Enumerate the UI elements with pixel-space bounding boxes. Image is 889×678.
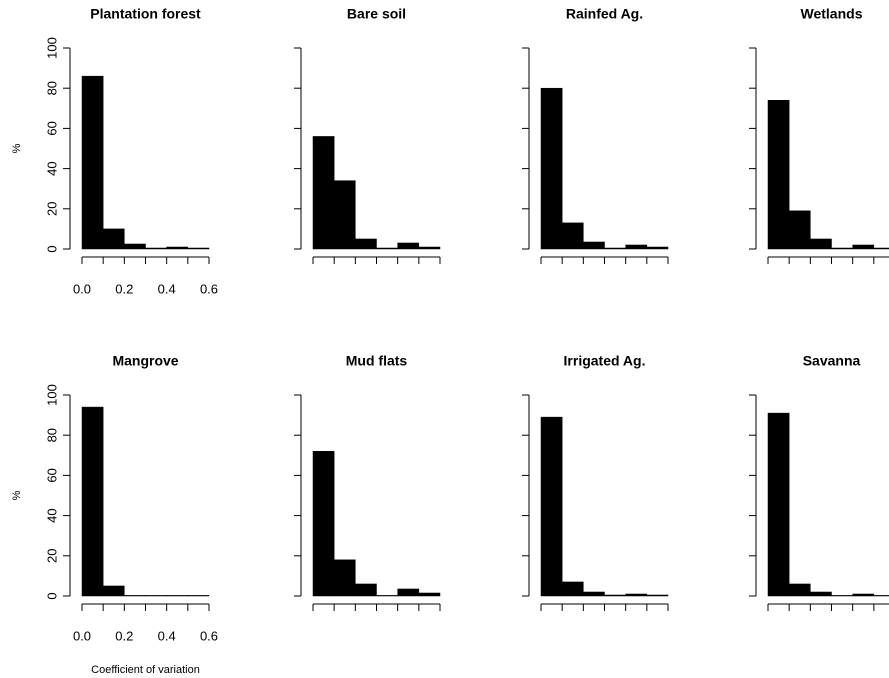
x-tick-label: 0.0 — [73, 628, 91, 643]
y-tick-label: 40 — [44, 508, 59, 522]
bar — [767, 412, 790, 597]
panel-title: Mangrove — [112, 353, 178, 369]
y-axis-label: % — [11, 490, 23, 500]
bar — [81, 75, 104, 250]
y-tick-label: 20 — [44, 549, 59, 563]
y-tick-label: 100 — [44, 384, 59, 406]
bar — [540, 87, 563, 250]
panel-title: Rainfed Ag. — [566, 6, 643, 22]
y-tick-label: 80 — [44, 81, 59, 95]
x-tick-label: 0.2 — [115, 281, 133, 296]
bar — [788, 583, 811, 597]
y-tick-label: 100 — [44, 37, 59, 59]
x-tick-label: 0.2 — [115, 628, 133, 643]
bar — [767, 100, 790, 250]
bar — [124, 243, 146, 250]
y-tick-label: 60 — [44, 468, 59, 482]
x-axis-label: Coefficient of variation — [91, 664, 200, 676]
x-tick-label: 0.4 — [158, 281, 176, 296]
bar — [376, 247, 398, 250]
bar — [561, 581, 584, 597]
bar — [397, 588, 420, 597]
bar — [166, 246, 189, 250]
bar — [312, 451, 335, 597]
bar — [145, 247, 167, 250]
bar — [418, 592, 441, 597]
bar — [166, 595, 189, 597]
bar — [788, 210, 811, 250]
bar — [187, 595, 210, 597]
bar — [561, 222, 584, 250]
bar — [397, 242, 420, 250]
bar — [124, 595, 146, 597]
bar — [646, 246, 669, 250]
bar — [355, 583, 377, 597]
bar — [810, 238, 832, 250]
bar — [418, 246, 441, 250]
y-tick-label: 20 — [44, 202, 59, 216]
panel-title: Irrigated Ag. — [564, 353, 646, 369]
y-tick-label: 60 — [44, 121, 59, 135]
bar — [831, 247, 853, 250]
bar — [604, 594, 626, 597]
bar — [831, 595, 853, 597]
bar — [873, 247, 889, 250]
bar — [646, 594, 669, 597]
bar — [355, 238, 377, 250]
bar — [102, 228, 125, 250]
bar — [333, 180, 356, 250]
y-tick-label: 80 — [44, 428, 59, 442]
bar — [873, 595, 889, 597]
y-tick-label: 0 — [44, 245, 59, 252]
x-tick-label: 0.4 — [158, 628, 176, 643]
y-axis-label: % — [11, 143, 23, 153]
y-tick-label: 40 — [44, 161, 59, 175]
y-tick-label: 0 — [44, 592, 59, 599]
bar — [333, 559, 356, 597]
bar — [540, 416, 563, 597]
x-tick-label: 0.6 — [200, 281, 218, 296]
panel-title: Plantation forest — [90, 6, 201, 22]
bar — [187, 247, 210, 250]
bar — [852, 593, 875, 597]
bar — [583, 241, 605, 250]
bar — [145, 595, 167, 597]
bar — [625, 593, 648, 597]
panel-title: Mud flats — [346, 353, 408, 369]
panel-title: Savanna — [803, 353, 861, 369]
x-tick-label: 0.6 — [200, 628, 218, 643]
panel-title: Wetlands — [801, 6, 863, 22]
bar — [102, 585, 125, 597]
bar — [81, 406, 104, 597]
bar — [376, 595, 398, 597]
bar — [810, 591, 832, 597]
bar — [625, 244, 648, 250]
bar — [852, 244, 875, 250]
x-tick-label: 0.0 — [73, 281, 91, 296]
bar — [312, 136, 335, 250]
panel-title: Bare soil — [347, 6, 406, 22]
bar — [583, 591, 605, 597]
bar — [604, 247, 626, 250]
